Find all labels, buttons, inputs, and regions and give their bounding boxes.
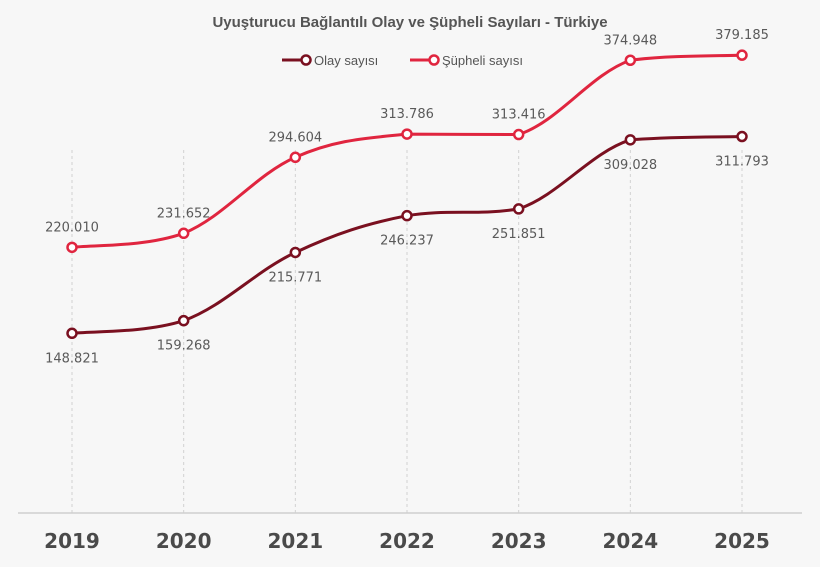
data-point bbox=[736, 49, 748, 61]
legend-item: Olay sayısı bbox=[282, 53, 378, 68]
data-label: 294.604 bbox=[268, 130, 322, 145]
data-point bbox=[736, 130, 748, 143]
data-label: 309.028 bbox=[603, 158, 657, 173]
data-point bbox=[289, 151, 302, 164]
x-tick-label: 2024 bbox=[602, 529, 658, 553]
data-label: 220.010 bbox=[45, 220, 99, 235]
series-layer bbox=[66, 49, 748, 340]
x-tick-label: 2019 bbox=[44, 529, 100, 553]
data-label: 159.268 bbox=[157, 339, 211, 354]
data-point bbox=[289, 246, 302, 259]
chart-title: Uyuşturucu Bağlantılı Olay ve Şüpheli Sa… bbox=[212, 14, 607, 31]
x-tick-label: 2020 bbox=[156, 529, 212, 553]
data-label: 313.786 bbox=[380, 107, 434, 122]
data-point bbox=[177, 227, 190, 240]
data-point bbox=[624, 54, 637, 67]
data-label: 379.185 bbox=[715, 28, 769, 43]
data-label: 251.851 bbox=[492, 227, 546, 242]
data-point bbox=[624, 134, 637, 146]
data-point bbox=[401, 209, 413, 222]
x-tick-label: 2021 bbox=[267, 529, 323, 553]
data-label: 231.652 bbox=[157, 206, 211, 221]
data-point bbox=[177, 314, 190, 327]
data-point bbox=[512, 128, 525, 141]
data-labels: 148.821 159.268 215.771 246.237 251.851 309.0… bbox=[45, 28, 769, 366]
data-label: 215.771 bbox=[268, 270, 322, 285]
data-label: 246.237 bbox=[380, 234, 434, 249]
grid bbox=[71, 150, 743, 513]
data-point bbox=[66, 241, 78, 254]
data-point bbox=[512, 203, 525, 215]
legend-label: Şüpheli sayısı bbox=[442, 53, 523, 68]
data-label: 313.416 bbox=[492, 108, 546, 123]
legend-item: Şüpheli sayısı bbox=[410, 53, 523, 68]
x-tick-label: 2022 bbox=[379, 529, 435, 553]
data-point bbox=[66, 327, 78, 340]
legend-marker bbox=[428, 54, 440, 66]
data-label: 311.793 bbox=[715, 155, 769, 170]
data-point bbox=[401, 128, 413, 140]
data-label: 148.821 bbox=[45, 351, 99, 366]
legend: Olay sayısı Şüpheli sayısı bbox=[282, 53, 523, 68]
x-tick-label: 2025 bbox=[714, 529, 770, 553]
legend-marker bbox=[300, 54, 312, 66]
x-axis: 2019 2020 2021 2022 2023 2024 2025 bbox=[18, 512, 802, 553]
data-label: 374.948 bbox=[603, 33, 657, 48]
legend-label: Olay sayısı bbox=[314, 53, 378, 68]
x-tick-label: 2023 bbox=[491, 529, 547, 553]
